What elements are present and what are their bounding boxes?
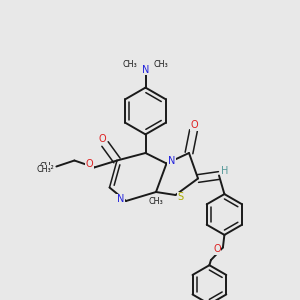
Text: CH₃: CH₃ [122,60,137,69]
Text: CH₂: CH₂ [39,162,54,171]
Text: O: O [86,159,94,170]
Text: O: O [99,134,106,144]
Text: CH₃: CH₃ [154,60,169,69]
Text: O: O [213,244,221,254]
Text: N: N [142,64,149,75]
Text: CH₃: CH₃ [148,196,164,206]
Text: O: O [190,120,198,130]
Text: H: H [221,166,229,176]
Text: N: N [168,156,175,166]
Text: CH₃: CH₃ [36,165,51,174]
Text: N: N [117,194,124,205]
Text: S: S [178,192,184,203]
